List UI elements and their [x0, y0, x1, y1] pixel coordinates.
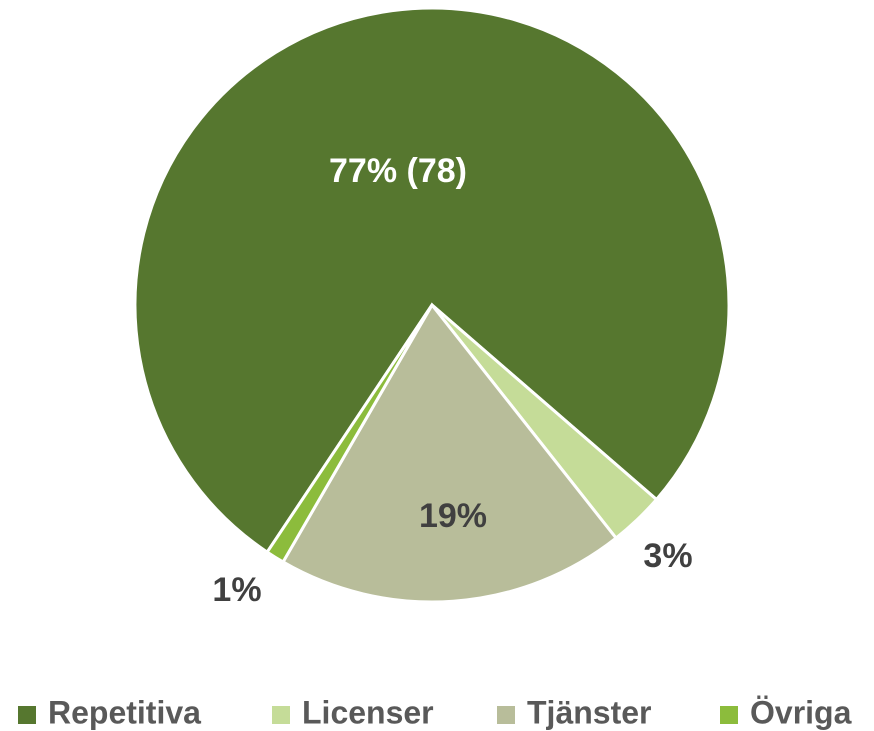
- pie-slice: [281, 302, 619, 604]
- pie-slice: [133, 6, 731, 555]
- legend-swatch: [18, 706, 36, 724]
- data-label: 1%: [212, 571, 261, 609]
- legend-label: Repetitiva: [48, 694, 201, 730]
- data-label: 3%: [643, 537, 692, 575]
- data-label: 19%: [419, 497, 487, 535]
- legend-label: Tjänster: [527, 694, 651, 730]
- legend-label: Licenser: [302, 694, 434, 730]
- legend-swatch: [720, 706, 738, 724]
- pie-slice: [265, 304, 434, 565]
- legend-swatch: [272, 706, 290, 724]
- data-label: 77% (78): [329, 152, 467, 190]
- legend-swatch: [497, 706, 515, 724]
- legend-label: Övriga: [750, 694, 852, 730]
